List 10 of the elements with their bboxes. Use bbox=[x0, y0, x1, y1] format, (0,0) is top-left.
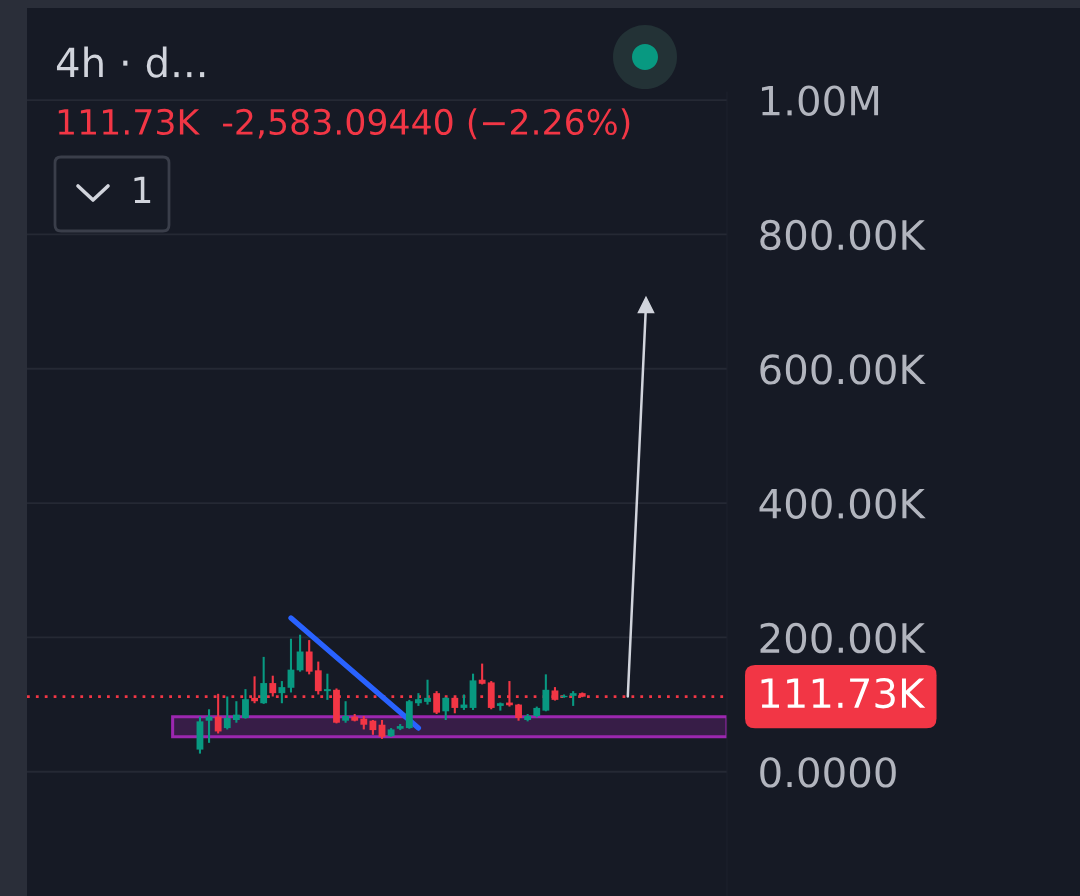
chart-title: 4h · d... bbox=[56, 46, 205, 78]
y-tick-label: 600.00K bbox=[760, 354, 926, 385]
y-tick-label: 200.00K bbox=[760, 622, 926, 654]
chart-subtitle: 111.73K -2,583.09440 (−2.26%) bbox=[58, 108, 630, 140]
y-tick-label: 800.00K bbox=[760, 219, 926, 251]
y-tick-label: 1.00M bbox=[761, 85, 879, 116]
y-tick-label: 400.00K bbox=[759, 488, 926, 519]
ref-line-label: 111.73K bbox=[761, 677, 926, 709]
y-tick-label: 0.0000 bbox=[760, 757, 896, 788]
text: 1 bbox=[134, 176, 151, 203]
